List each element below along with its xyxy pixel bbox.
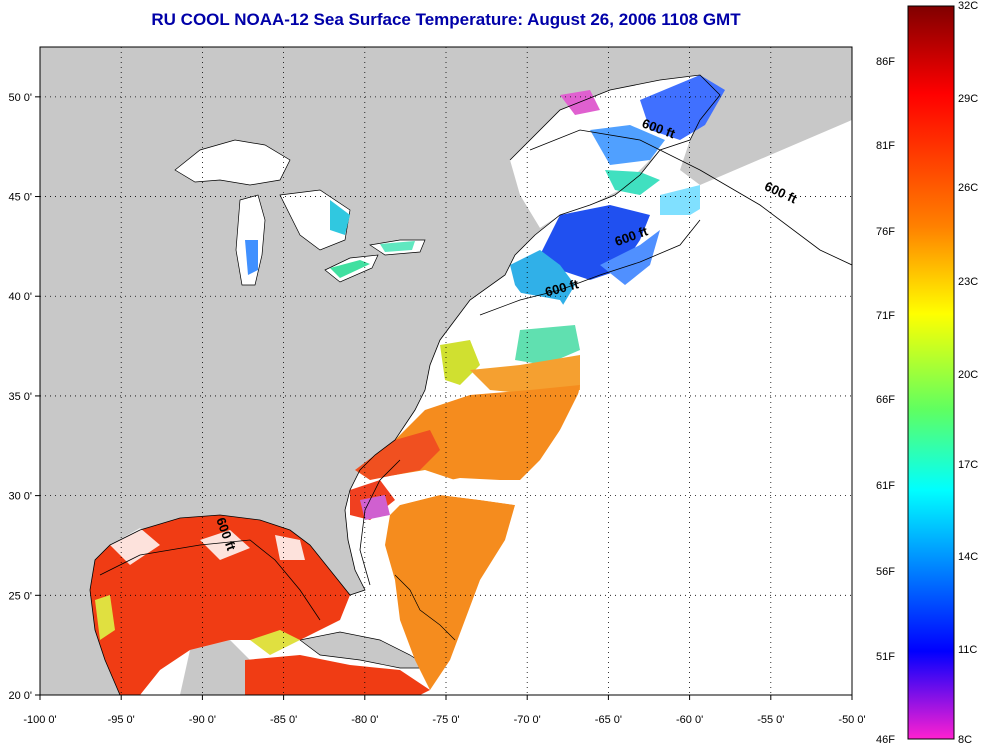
lat-tick-label: 20 0' (8, 690, 32, 702)
colorbar (907, 5, 955, 740)
land-yucatan (180, 640, 250, 695)
latitude-axis: 50 0' 45 0' 40 0' 35 0' 30 0' 25 0' 20 0' (8, 92, 40, 702)
colorbar-c-label: 8C (958, 734, 973, 746)
lon-tick-label: -100 0' (23, 714, 56, 726)
lat-tick-label: 40 0' (8, 291, 32, 303)
colorbar-c-label: 26C (958, 182, 979, 194)
longitude-axis: -100 0' -95 0' -90 0' -85 0' -80 0' -75 0' -70… (23, 695, 866, 726)
colorbar-c-label: 14C (958, 551, 979, 563)
lon-tick-label: -95 0' (108, 714, 135, 726)
colorbar-c-label: 17C (958, 459, 979, 471)
colorbar-f-label: 51F (876, 651, 895, 663)
lat-tick-label: 50 0' (8, 92, 32, 104)
colorbar-f-label: 46F (876, 734, 895, 746)
lon-tick-label: -85 0' (270, 714, 297, 726)
lon-tick-label: -70 0' (514, 714, 541, 726)
colorbar-f-label: 86F (876, 56, 895, 68)
lon-tick-label: -75 0' (432, 714, 459, 726)
lake-superior (174, 139, 291, 186)
lat-tick-label: 35 0' (8, 391, 32, 403)
lat-tick-label: 30 0' (8, 491, 32, 503)
colorbar-f-label: 81F (876, 140, 895, 152)
colorbar-f-label: 56F (876, 566, 895, 578)
colorbar-f-label: 76F (876, 226, 895, 238)
lat-tick-label: 25 0' (8, 590, 32, 602)
lon-tick-label: -50 0' (838, 714, 865, 726)
graticule (40, 47, 852, 695)
colorbar-f-label: 61F (876, 480, 895, 492)
colorbar-f-label: 66F (876, 394, 895, 406)
colorbar-c-label: 29C (958, 93, 979, 105)
colorbar-c-label: 20C (958, 369, 979, 381)
colorbar-c-label: 32C (958, 0, 979, 12)
lon-tick-label: -60 0' (676, 714, 703, 726)
colorbar-f-label: 71F (876, 310, 895, 322)
map-title: RU COOL NOAA-12 Sea Surface Temperature:… (151, 10, 741, 29)
colorbar-c-label: 11C (958, 644, 978, 656)
lon-tick-label: -65 0' (595, 714, 622, 726)
lon-tick-label: -80 0' (351, 714, 378, 726)
land-labrador (680, 47, 852, 190)
lat-tick-label: 45 0' (8, 192, 32, 204)
lon-tick-label: -55 0' (757, 714, 784, 726)
lon-tick-label: -90 0' (189, 714, 216, 726)
colorbar-c-label: 23C (958, 276, 979, 288)
